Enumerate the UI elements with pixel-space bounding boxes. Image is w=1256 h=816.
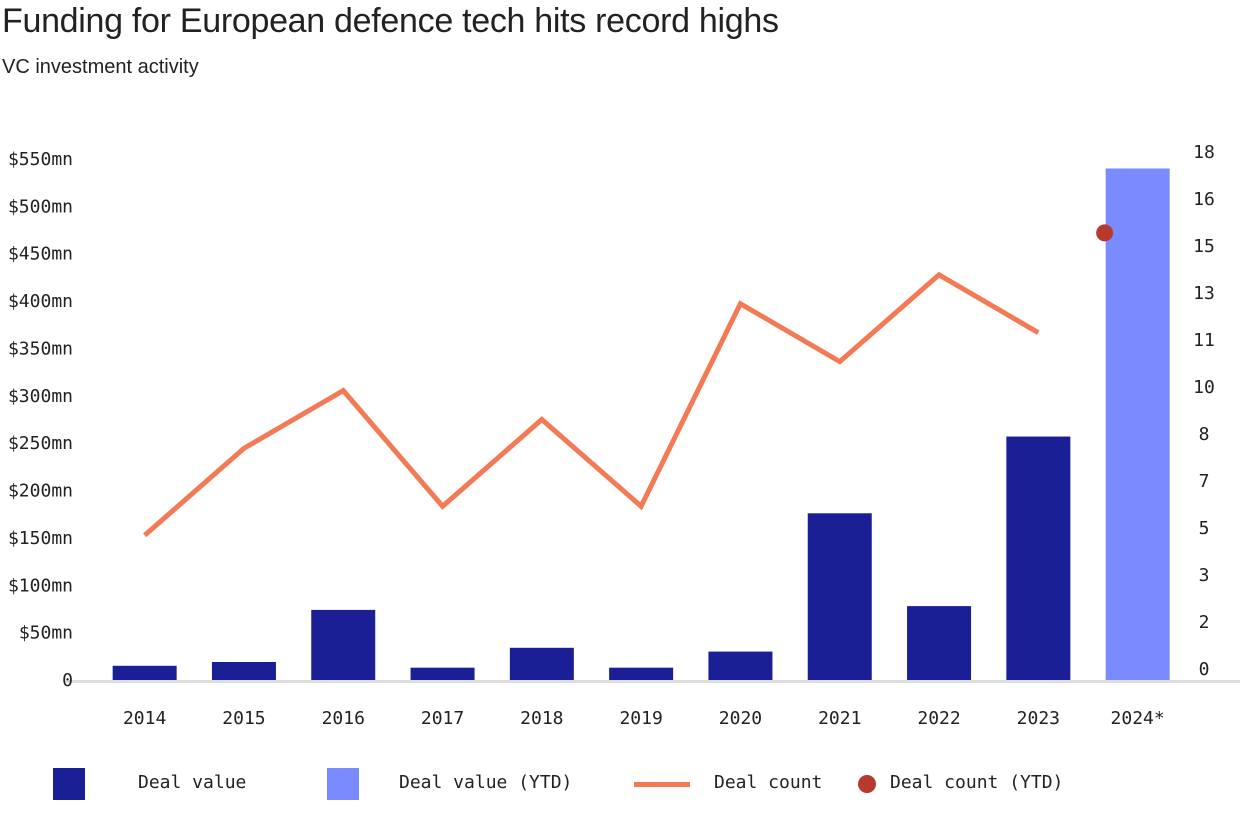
right-tick-label: 18 (1193, 142, 1215, 163)
x-tick-label-2019: 2019 (619, 708, 662, 729)
right-tick-label: 3 (1199, 565, 1210, 586)
left-tick-label: $400mn (8, 291, 73, 312)
bars-layer (112, 168, 1170, 681)
x-tick-label-2018: 2018 (520, 708, 563, 729)
left-tick-label: $550mn (8, 149, 73, 170)
bar-deal-value-2018 (509, 647, 574, 680)
x-tick-label-2017: 2017 (421, 708, 464, 729)
right-tick-label: 2 (1199, 612, 1210, 633)
right-tick-label: 8 (1199, 424, 1210, 445)
legend-swatch-deal-value-ytd (327, 768, 359, 800)
x-tick-label-2024: 2024* (1111, 708, 1165, 729)
legend-label-deal-value-ytd: Deal value (YTD) (399, 772, 573, 793)
legend-label-deal-count: Deal count (714, 772, 823, 793)
left-tick-label: $500mn (8, 196, 73, 217)
right-tick-label: 15 (1193, 236, 1215, 257)
deal-count-line (143, 271, 1040, 538)
x-tick-label-2021: 2021 (818, 708, 861, 729)
legend-label-deal-value: Deal value (138, 772, 247, 793)
bar-deal-value-2016 (311, 609, 376, 680)
right-tick-label: 10 (1193, 377, 1215, 398)
bar-deal-value-2014 (112, 665, 177, 680)
legend-deal-value: Deal value (0, 762, 300, 806)
left-tick-label: $150mn (8, 528, 73, 549)
bar-deal-value-ytd-2024 (1105, 168, 1170, 681)
left-tick-label: $450mn (8, 244, 73, 265)
chart-subtitle: VC investment activity (2, 56, 199, 78)
right-tick-label: 7 (1199, 471, 1210, 492)
x-tick-label-2022: 2022 (917, 708, 960, 729)
left-tick-label: $200mn (8, 481, 73, 502)
legend: Deal value Deal value (YTD) Deal count D… (0, 762, 1256, 806)
legend-swatch-deal-value (53, 768, 85, 800)
left-tick-label: $300mn (8, 386, 73, 407)
x-tick-label-2016: 2016 (322, 708, 365, 729)
bar-deal-value-2023 (1006, 436, 1071, 680)
bar-deal-value-2020 (708, 651, 773, 680)
right-axis-ticks: 0 2 3 5 7 8 10 11 13 15 16 18 (1193, 142, 1215, 680)
x-tick-label-2020: 2020 (719, 708, 762, 729)
left-tick-label: $350mn (8, 338, 73, 359)
legend-deal-count-ytd: Deal count (YTD) (850, 762, 1100, 806)
bar-deal-value-2017 (410, 667, 475, 680)
left-axis-ticks: 0 $50mn $100mn $150mn $200mn $250mn $300mn $350… (8, 149, 73, 691)
deal-count-ytd-point-2024 (1096, 224, 1114, 242)
legend-swatch-deal-count (634, 782, 690, 787)
legend-deal-value-ytd: Deal value (YTD) (300, 762, 620, 806)
bar-deal-value-2021 (807, 513, 872, 680)
x-tick-label-2015: 2015 (222, 708, 265, 729)
legend-deal-count: Deal count (620, 762, 850, 806)
x-axis-ticks: 2014 2015 2016 2017 2018 2019 2020 2021 2022 2023… (123, 708, 1165, 729)
left-tick-label: $50mn (19, 623, 73, 644)
right-tick-label: 0 (1199, 659, 1210, 680)
legend-swatch-deal-count-ytd (858, 775, 876, 793)
x-tick-label-2014: 2014 (123, 708, 166, 729)
right-tick-label: 5 (1199, 518, 1210, 539)
bar-deal-value-2019 (609, 667, 674, 680)
chart-canvas: 0 $50mn $100mn $150mn $200mn $250mn $300mn $350… (8, 142, 1240, 729)
left-tick-label: $100mn (8, 575, 73, 596)
right-tick-label: 13 (1193, 283, 1215, 304)
chart-title: Funding for European defence tech hits r… (2, 2, 779, 40)
deal-count-layer (143, 224, 1114, 538)
right-tick-label: 16 (1193, 189, 1215, 210)
bar-deal-value-2022 (907, 606, 972, 680)
legend-label-deal-count-ytd: Deal count (YTD) (890, 772, 1064, 793)
x-tick-label-2023: 2023 (1017, 708, 1060, 729)
bar-deal-value-2015 (211, 662, 276, 680)
right-tick-label: 11 (1193, 330, 1215, 351)
left-tick-label: $250mn (8, 433, 73, 454)
left-tick-label: 0 (62, 670, 73, 691)
